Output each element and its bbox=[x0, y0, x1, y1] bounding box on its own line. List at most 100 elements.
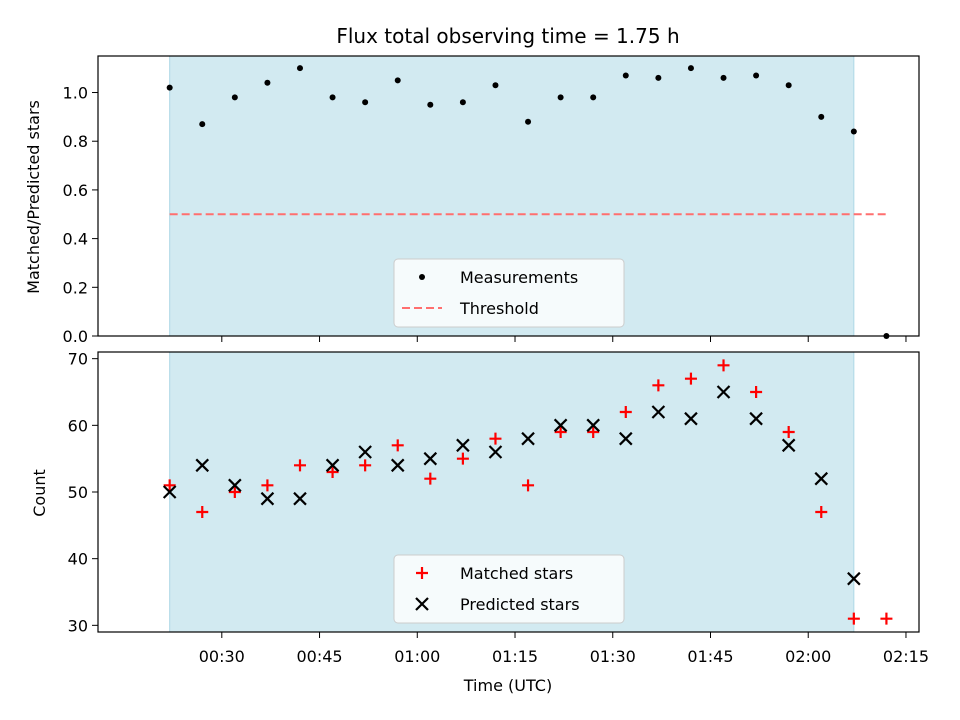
matched-stars-legend-label: Matched stars bbox=[460, 564, 573, 583]
matched-stars-point bbox=[489, 432, 502, 445]
top-y-tick-label: 0.0 bbox=[63, 327, 88, 346]
predicted-stars-point bbox=[651, 405, 666, 419]
predicted-stars-point bbox=[781, 438, 796, 453]
measurements-point bbox=[753, 72, 760, 79]
matched-stars-point bbox=[196, 506, 209, 518]
measurements-point bbox=[264, 79, 271, 86]
measurements-point bbox=[492, 82, 499, 89]
x-tick-label: 00:30 bbox=[199, 647, 245, 666]
measurements-point bbox=[427, 101, 434, 108]
predicted-stars-point bbox=[390, 458, 405, 473]
measurements-point bbox=[720, 74, 727, 81]
measurements-point bbox=[199, 121, 206, 128]
top-y-tick-label: 0.8 bbox=[63, 132, 88, 151]
threshold-legend-label: Threshold bbox=[459, 299, 539, 318]
predicted-stars-point bbox=[749, 411, 763, 426]
top-y-tick-label: 0.2 bbox=[63, 278, 88, 297]
predicted-stars-point bbox=[814, 471, 829, 486]
measurements-point bbox=[590, 94, 597, 101]
x-tick-label: 01:45 bbox=[687, 647, 733, 666]
predicted-stars-point bbox=[325, 458, 340, 473]
matched-stars-point bbox=[359, 459, 372, 472]
bottom-legend: Matched stars Predicted stars bbox=[393, 554, 625, 624]
measurements-point bbox=[687, 65, 694, 72]
matched-stars-point bbox=[293, 459, 306, 472]
matched-stars-point bbox=[717, 359, 730, 372]
measurements-point bbox=[362, 99, 369, 106]
matched-stars-point bbox=[391, 439, 404, 452]
bottom-panel: 30 40 50 60 70 00:30 00:45 01:00 01:15 01:30 01:45… bbox=[68, 350, 929, 666]
matched-stars-point bbox=[782, 426, 795, 438]
matched-stars-point bbox=[424, 472, 437, 485]
predicted-stars-point bbox=[228, 478, 242, 493]
bottom-y-axis-label: Count bbox=[30, 469, 49, 517]
matched-stars-point bbox=[554, 426, 567, 438]
top-y-tick-label: 0.6 bbox=[63, 181, 88, 200]
predicted-stars-point bbox=[586, 418, 600, 433]
measurements-point bbox=[525, 118, 532, 125]
chart-title: Flux total observing time = 1.75 h bbox=[336, 24, 679, 48]
matched-stars-point bbox=[880, 612, 893, 625]
matched-stars-point bbox=[522, 479, 535, 492]
bottom-y-tick-label: 30 bbox=[68, 616, 88, 635]
matched-stars-point bbox=[326, 466, 339, 478]
bottom-y-tick-label: 40 bbox=[68, 550, 88, 569]
predicted-stars-point bbox=[260, 491, 275, 506]
predicted-stars-point bbox=[521, 431, 535, 446]
measurements-point bbox=[655, 74, 662, 81]
predicted-stars-point bbox=[553, 418, 568, 433]
x-tick-label: 01:30 bbox=[590, 647, 636, 666]
bottom-y-tick-label: 50 bbox=[68, 483, 88, 502]
top-y-tick-label: 1.0 bbox=[63, 84, 88, 103]
predicted-stars-legend-label: Predicted stars bbox=[460, 595, 580, 614]
top-y-tick-label: 0.4 bbox=[63, 230, 88, 249]
measurements-point bbox=[850, 128, 857, 135]
x-tick-label: 02:15 bbox=[883, 647, 929, 666]
x-tick-label: 01:15 bbox=[492, 647, 538, 666]
matched-stars-point bbox=[815, 506, 828, 518]
bottom-axes-frame bbox=[97, 351, 920, 633]
top-legend-box bbox=[393, 258, 625, 328]
matched-stars-point bbox=[261, 479, 274, 492]
measurements-point bbox=[785, 82, 792, 89]
top-panel: 0.0 0.2 0.4 0.6 0.8 1.0 Measurements Threshold bbox=[63, 55, 920, 346]
predicted-stars-legend-swatch bbox=[415, 597, 429, 611]
measurements-point bbox=[622, 72, 629, 79]
top-axes-frame bbox=[97, 55, 920, 337]
predicted-stars-point bbox=[619, 431, 633, 446]
matched-stars-point bbox=[456, 452, 469, 465]
predicted-stars-point bbox=[195, 458, 210, 473]
bottom-y-tick-label: 60 bbox=[68, 416, 88, 435]
measurements-point bbox=[394, 77, 401, 84]
measurements-point bbox=[459, 99, 466, 106]
bottom-legend-box bbox=[393, 554, 625, 624]
matched-stars-legend-swatch bbox=[416, 567, 428, 579]
measurements-legend-swatch bbox=[419, 274, 425, 280]
bottom-y-tick-label: 70 bbox=[68, 350, 88, 369]
measurements-legend-label: Measurements bbox=[460, 268, 578, 287]
matched-stars-point bbox=[847, 612, 860, 625]
predicted-stars-point bbox=[456, 438, 470, 453]
matched-stars-point bbox=[619, 406, 632, 418]
x-tick-label: 01:00 bbox=[394, 647, 440, 666]
predicted-stars-point bbox=[358, 445, 372, 459]
top-y-axis-label: Matched/Predicted stars bbox=[24, 100, 43, 294]
matched-stars-point bbox=[684, 372, 697, 385]
matched-stars-point bbox=[163, 479, 176, 492]
measurements-point bbox=[296, 65, 303, 72]
predicted-stars-point bbox=[423, 451, 438, 466]
measurements-point bbox=[557, 94, 564, 101]
measurements-point bbox=[166, 84, 173, 91]
x-tick-label: 00:45 bbox=[296, 647, 342, 666]
x-tick-label: 02:00 bbox=[785, 647, 831, 666]
predicted-stars-point bbox=[162, 485, 177, 499]
measurements-point bbox=[818, 113, 825, 120]
predicted-stars-point bbox=[684, 411, 698, 426]
matched-stars-point bbox=[652, 379, 665, 392]
predicted-stars-point bbox=[847, 571, 861, 586]
x-axis-label: Time (UTC) bbox=[463, 676, 552, 695]
predicted-stars-point bbox=[293, 491, 307, 506]
matched-stars-point bbox=[587, 426, 600, 438]
top-legend: Measurements Threshold bbox=[393, 258, 625, 328]
